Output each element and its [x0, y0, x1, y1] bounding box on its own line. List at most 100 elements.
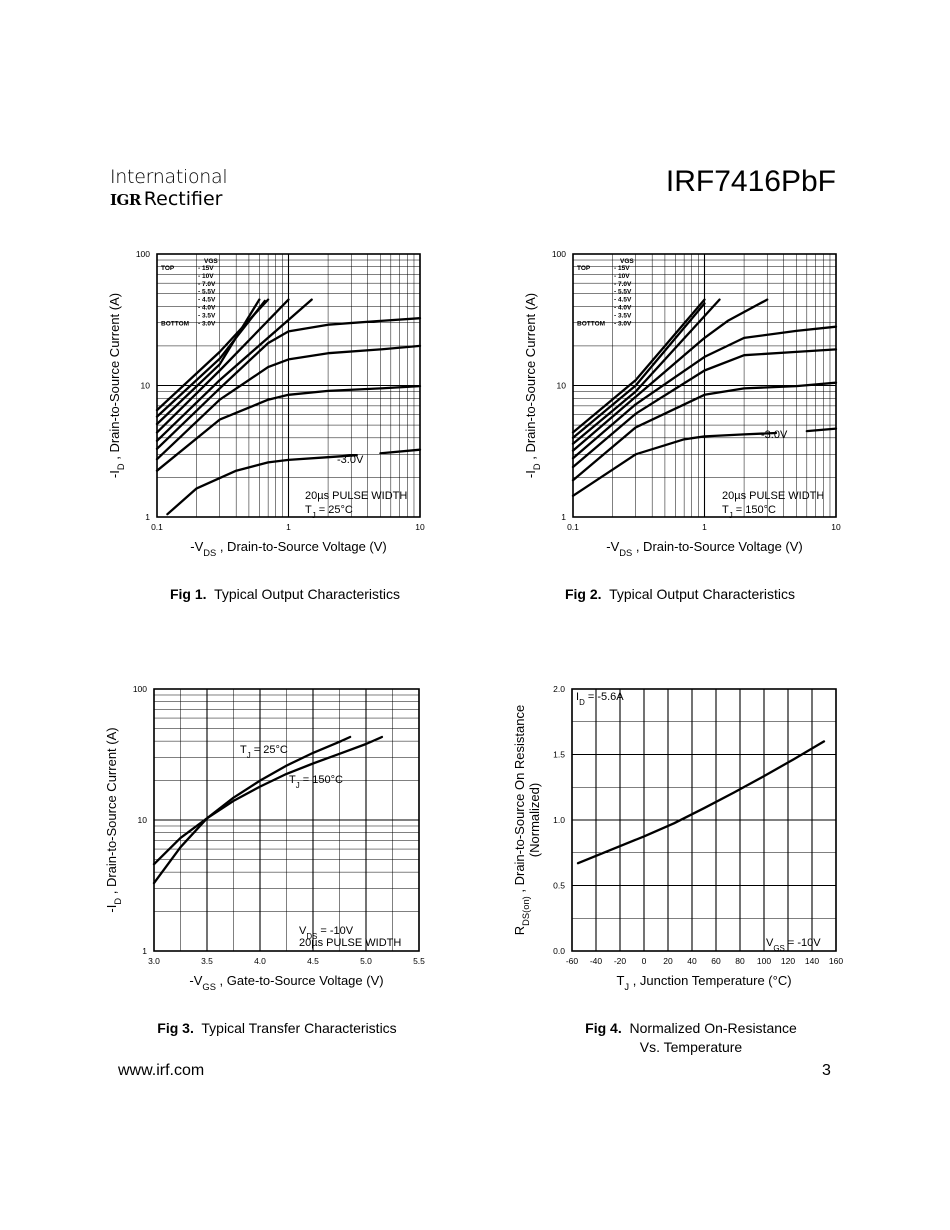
fig2-note-pulse: 20µs PULSE WIDTH	[722, 490, 824, 502]
fig4-y-axis-label-2: (Normalized)	[527, 783, 542, 857]
fig2-series-line-6	[571, 348, 838, 469]
fig1-x-tick-label: 10	[415, 522, 425, 532]
fig2-legend-prefix: BOTTOM	[577, 320, 605, 327]
fig3-x-axis-label: -VGS , Gate-to-Source Voltage (V)	[189, 973, 383, 992]
fig3-y-tick-label: 10	[138, 815, 148, 825]
fig1-legend-prefix: TOP	[161, 265, 175, 272]
fig1-legend-value: - 4.5V	[198, 297, 216, 304]
fig4-y-tick-label: 2.0	[553, 684, 565, 694]
fig4-note-vgs: VGS = -10V	[766, 937, 821, 953]
fig1-series-line-3	[155, 298, 261, 426]
fig1-legend-value: - 4.0V	[198, 305, 216, 312]
fig1-caption: Fig 1. Typical Output Characteristics	[120, 585, 450, 604]
fig1-y-tick-label: 10	[141, 381, 151, 391]
fig3-caption-label: Fig 3.	[157, 1020, 194, 1036]
footer-url[interactable]: www.irf.com	[118, 1062, 205, 1079]
fig1-legend-prefix: BOTTOM	[161, 320, 189, 327]
fig1-x-tick-label: 0.1	[151, 522, 163, 532]
fig2-caption: Fig 2. Typical Output Characteristics	[515, 585, 845, 604]
fig4-series-line-1	[576, 740, 826, 865]
fig3-series-label-25c: TJ = 25°C	[240, 744, 288, 760]
fig2-legend-value: - 7.0V	[614, 281, 632, 288]
fig1-y-axis-label: -ID , Drain-to-Source Current (A)	[107, 293, 126, 478]
fig2-caption-label: Fig 2.	[564, 586, 602, 602]
fig1-x-tick-label: 1	[286, 522, 291, 532]
fig1-caption-text: Typical Output Characteristics	[214, 586, 401, 602]
fig2-x-tick-label: 0.1	[567, 522, 579, 532]
fig4-y-tick-label: 1.0	[553, 815, 565, 825]
fig2-series-line-4	[571, 298, 769, 452]
fig3-series-line-2	[152, 735, 384, 866]
fig1-legend-title: VGS	[204, 258, 218, 265]
fig2-legend-title: VGS	[620, 258, 634, 265]
fig2-legend-value: - 10V	[614, 273, 630, 280]
fig4-y-tick-label: 0.5	[553, 881, 565, 891]
fig4-y-axis-label: RDS(on) , Drain-to-Source On Resistance	[512, 705, 531, 935]
fig3-plot-frame	[153, 688, 420, 952]
fig4-caption-label: Fig 4.	[585, 1020, 622, 1036]
fig2-series-line-1	[571, 298, 706, 434]
fig3-grid	[153, 688, 420, 952]
fig4-x-tick-label: 120	[781, 956, 795, 966]
fig2-legend-value: - 5.5V	[614, 289, 632, 296]
fig4-caption-text2: Vs. Temperature	[639, 1039, 743, 1055]
fig2-y-tick-label: 100	[552, 249, 566, 259]
fig3-caption-text: Typical Transfer Characteristics	[201, 1020, 397, 1036]
fig3-y-tick-label: 100	[133, 684, 147, 694]
fig4-x-tick-label: -20	[614, 956, 627, 966]
fig3-x-tick-label: 5.5	[413, 956, 425, 966]
fig2-series-line-9	[805, 427, 838, 433]
fig2-x-tick-label: 10	[831, 522, 841, 532]
fig2-annotation: -3.0V	[761, 429, 788, 441]
fig2-y-tick-label: 10	[557, 381, 567, 391]
fig3-y-tick-label: 1	[142, 946, 147, 956]
fig2-legend-value: - 3.5V	[614, 312, 632, 319]
fig4-x-tick-label: 0	[642, 956, 647, 966]
fig2-series-line-2	[571, 302, 706, 439]
page-number: 3	[822, 1062, 831, 1079]
fig3-note-pulse: 20µs PULSE WIDTH	[299, 937, 401, 949]
fig1-legend-value: - 10V	[198, 273, 214, 280]
fig4-grid	[571, 688, 837, 952]
fig3-caption: Fig 3. Typical Transfer Characteristics	[112, 1019, 442, 1038]
fig3-x-tick-label: 3.0	[148, 956, 160, 966]
fig2-series-line-8	[571, 431, 778, 497]
fig2-series-line-3	[571, 298, 721, 445]
fig4-x-tick-label: 60	[711, 956, 721, 966]
part-number: IRF7416PbF	[665, 165, 836, 198]
fig4-x-tick-label: -40	[590, 956, 603, 966]
fig2-legend-prefix: TOP	[577, 265, 591, 272]
fig2-series-line-5	[571, 325, 838, 460]
fig4-caption-text: Normalized On-Resistance	[629, 1020, 797, 1036]
fig2-legend-value: - 15V	[614, 265, 630, 272]
fig1-series-line-4	[155, 298, 290, 434]
fig1-y-tick-label: 100	[136, 249, 150, 259]
fig3-chart: 3.0 3.5 4.0 4.5 5.0 5.5 1 10 100 -VGS , Gate-to-S…	[104, 684, 425, 992]
fig4-x-tick-label: 20	[663, 956, 673, 966]
fig1-caption-label: Fig 1.	[169, 586, 207, 602]
fig4-note-id: ID = -5.6A	[576, 691, 624, 707]
fig4-x-tick-label: 140	[805, 956, 819, 966]
fig1-series-line-5	[155, 298, 313, 442]
fig1-legend-value: - 15V	[198, 265, 214, 272]
fig4-x-tick-label: 40	[687, 956, 697, 966]
fig3-x-tick-label: 4.0	[254, 956, 266, 966]
fig3-x-tick-label: 3.5	[201, 956, 213, 966]
fig3-y-axis-label: -ID , Drain-to-Source Current (A)	[104, 727, 123, 912]
fig1-annotation: -3.0V	[337, 454, 364, 466]
fig1-legend-value: - 7.0V	[198, 281, 216, 288]
fig4-x-tick-label: 160	[829, 956, 843, 966]
fig2-legend-value: - 3.0V	[614, 320, 632, 327]
fig1-series-line-10	[379, 448, 422, 455]
company-name-rectifier: Rectifier	[143, 188, 223, 210]
fig3-x-tick-label: 4.5	[307, 956, 319, 966]
fig1-series-line-8	[155, 384, 422, 472]
fig1-series-line-2	[155, 299, 266, 418]
fig4-y-tick-label: 1.5	[553, 750, 565, 760]
fig1-note-pulse: 20µs PULSE WIDTH	[305, 490, 407, 502]
fig4-x-axis-label: TJ , Junction Temperature (°C)	[616, 973, 791, 992]
fig4-caption: Fig 4. Normalized On-Resistance Vs. Tempe…	[526, 1019, 856, 1057]
fig2-x-tick-label: 1	[702, 522, 707, 532]
fig4-y-tick-label: 0.0	[553, 946, 565, 956]
company-logo: International IGR Rectifier	[110, 166, 260, 211]
